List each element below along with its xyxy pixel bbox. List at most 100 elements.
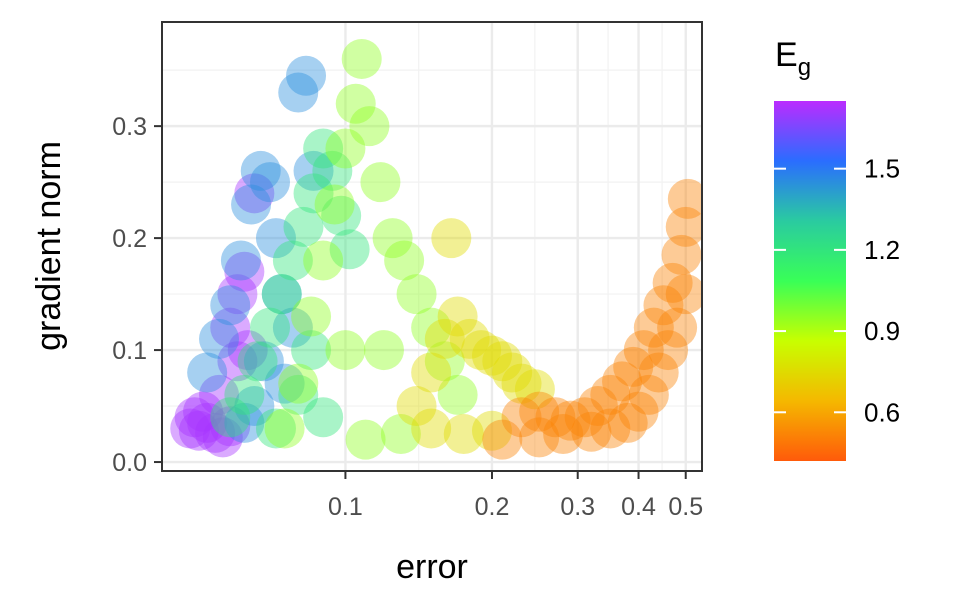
data-point [482,341,523,382]
data-point [325,330,366,371]
data-point [633,307,674,348]
data-points [170,38,702,460]
data-point [648,330,689,371]
data-point [384,240,425,281]
data-point [250,307,291,348]
data-point [437,296,478,337]
y-axis-title: gradient norm [30,141,68,351]
data-point [564,397,605,438]
data-point [665,206,702,247]
data-point [590,374,631,415]
data-point [187,352,228,393]
data-point [286,55,327,96]
x-tick-label: 0.4 [621,493,656,521]
data-point [272,307,313,348]
data-point [243,341,284,382]
data-point [471,335,512,376]
data-point [293,173,334,214]
colorbar-tick-label: 0.6 [864,397,900,427]
colorbar-ticks: 0.6 0.9 1.2 1.5 [774,154,900,427]
data-point [303,240,344,281]
data-point [628,374,669,415]
y-tick-label: 0.0 [112,449,147,477]
colorbar-legend: Eg 0.6 0.9 1.2 1.5 [774,36,900,461]
data-point [210,285,251,326]
legend-title: Eg [775,36,811,81]
colorbar-tick-label: 1.5 [864,154,900,184]
data-point [199,374,240,415]
data-point [335,83,376,124]
y-tick-label: 0.2 [112,225,147,253]
minor-gridlines [162,22,702,471]
data-point [501,397,542,438]
data-point [577,386,618,427]
data-point [424,318,465,359]
x-tick-label: 0.3 [560,493,595,521]
data-point [217,341,258,382]
data-point [220,240,261,281]
data-point [261,274,302,315]
data-point [443,414,484,455]
data-point [202,417,243,458]
data-point [657,307,698,348]
data-point [293,150,334,191]
x-tick-label: 0.2 [475,493,510,521]
data-point [170,408,211,449]
data-point [224,251,265,292]
data-point [543,414,584,455]
data-point [224,402,265,443]
data-point [314,184,355,225]
data-point [461,330,502,371]
data-point [312,150,353,191]
data-point [291,296,332,337]
data-point [514,369,555,410]
data-point [278,363,319,404]
data-point [341,38,382,79]
data-point [240,150,281,191]
data-point [261,274,302,315]
plot-panel-border [161,21,703,472]
data-point [661,234,702,275]
x-tick-label: 0.1 [328,493,363,521]
x-axis: 0.1 0.2 0.3 0.4 0.5 [328,471,703,521]
data-point [349,106,390,147]
data-point [283,206,324,247]
x-axis-title: error [396,548,468,586]
data-point [590,408,631,449]
data-point [264,363,305,404]
data-point [174,397,215,438]
data-point [380,414,421,455]
data-point [519,391,560,432]
data-point [638,352,679,393]
data-point [272,240,313,281]
data-point [652,262,693,303]
data-point [665,274,702,315]
data-point [396,274,437,315]
data-point [602,361,643,402]
data-point [303,397,344,438]
data-point [291,330,332,371]
data-point [183,391,224,432]
data-point [250,162,291,203]
data-point [255,218,296,259]
colorbar-tick-label: 1.2 [864,235,900,265]
data-point [237,341,278,382]
data-point [210,307,251,348]
y-tick-label: 0.3 [112,113,147,141]
data-point [278,374,319,415]
x-tick-label: 0.5 [668,493,703,521]
data-point [482,419,523,460]
data-point [501,363,542,404]
data-point [643,285,684,326]
data-point [325,128,366,169]
data-point [210,397,251,438]
data-point [411,307,452,348]
data-point [360,162,401,203]
data-point [550,400,591,441]
data-point [363,330,404,371]
data-point [396,386,437,427]
data-point [613,346,654,387]
plot-panel-background [162,22,702,471]
data-point [437,374,478,415]
